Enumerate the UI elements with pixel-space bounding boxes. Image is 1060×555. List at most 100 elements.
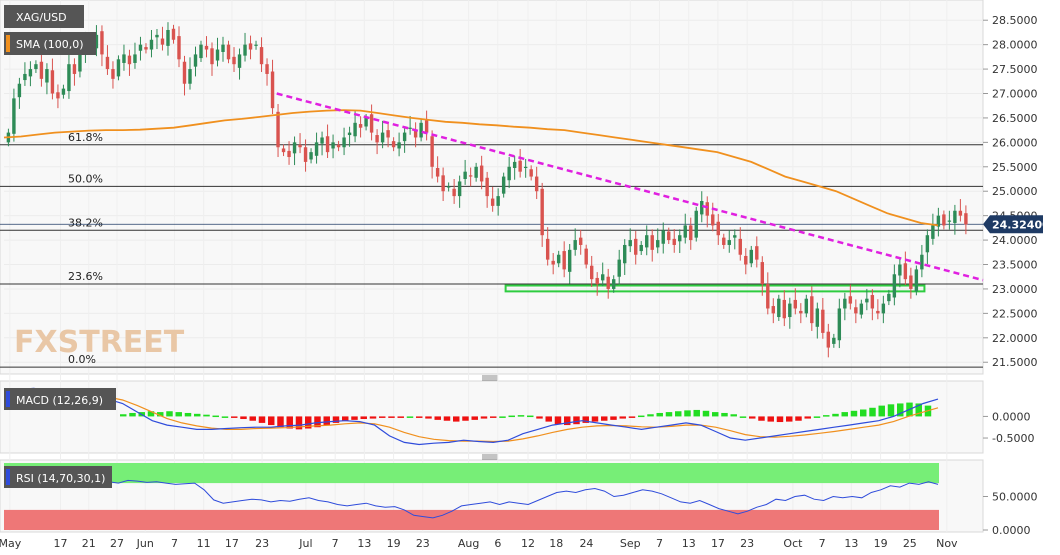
candle-body <box>881 303 886 314</box>
price-axis-tick-label: 28.0000 <box>992 39 1038 52</box>
panel-splitter-2[interactable] <box>482 454 498 460</box>
macd-histogram-bar <box>915 403 922 417</box>
candle-body <box>711 214 715 226</box>
macd-histogram-bar <box>379 416 386 418</box>
macd-histogram-bar <box>656 412 663 417</box>
candle-body <box>672 238 676 245</box>
macd-histogram-bar <box>184 412 192 417</box>
macd-histogram-bar <box>351 416 358 420</box>
rsi-label[interactable]: RSI (14,70,30,1) <box>16 472 105 485</box>
macd-histogram-bar <box>305 416 312 429</box>
candle-body <box>276 111 280 148</box>
macd-histogram-bar <box>545 416 552 422</box>
candle-body <box>903 263 908 280</box>
time-axis-tick-label: Sep <box>620 537 641 550</box>
candle-body <box>925 235 930 253</box>
candle-body <box>601 274 605 281</box>
sma-label[interactable]: SMA (100,0) <box>16 38 84 51</box>
time-axis-tick-label: 19 <box>874 537 888 550</box>
candle-body <box>237 54 242 68</box>
macd-histogram-bar <box>480 416 488 419</box>
candle-body <box>347 132 352 136</box>
macd-histogram-bar <box>887 404 895 417</box>
candle-body <box>188 69 192 84</box>
macd-label-bg <box>4 388 116 410</box>
price-axis-tick-label: 23.0000 <box>992 283 1038 296</box>
candle-body <box>45 69 49 83</box>
candle-body <box>826 331 831 348</box>
macd-label[interactable]: MACD (12,26,9) <box>16 394 103 407</box>
macd-histogram-bar <box>536 416 543 419</box>
macd-histogram-bar <box>628 416 636 418</box>
candle-body <box>171 28 176 40</box>
candle-body <box>468 175 473 177</box>
candle-body <box>887 293 891 302</box>
macd-color-swatch <box>6 391 10 407</box>
candle-body <box>667 231 671 241</box>
time-axis-tick-label: 18 <box>549 537 563 550</box>
candle-body <box>67 64 71 92</box>
candle-body <box>127 55 132 65</box>
candle-body <box>111 69 115 79</box>
macd-histogram-bar <box>776 416 784 423</box>
panel-splitter-1[interactable] <box>482 375 498 381</box>
fibonacci-level-label: 61.8% <box>68 131 103 144</box>
macd-histogram-bar <box>434 416 441 420</box>
macd-histogram-bar <box>832 413 839 417</box>
macd-histogram-bar <box>554 416 562 425</box>
macd-histogram-bar <box>388 416 395 418</box>
candle-body <box>375 135 379 143</box>
macd-histogram-bar <box>277 416 284 428</box>
price-axis-tick-label: 21.5000 <box>992 356 1038 369</box>
price-axis-tick-label: 28.5000 <box>992 14 1038 27</box>
candle-body <box>733 235 737 238</box>
macd-histogram-bar <box>758 416 765 421</box>
candle-body <box>12 98 16 134</box>
candle-body <box>810 296 814 324</box>
candle-body <box>551 260 555 265</box>
candle-body <box>463 171 467 180</box>
price-axis-tick-label: 23.5000 <box>992 259 1038 272</box>
candle-body <box>391 141 396 148</box>
candle-body <box>639 244 643 252</box>
macd-histogram-bar <box>897 403 904 417</box>
macd-axis-tick-label: -0.5000 <box>992 432 1034 445</box>
candle-body <box>848 296 853 304</box>
price-panel <box>0 0 984 375</box>
macd-histogram-bar <box>841 412 848 417</box>
candle-body <box>248 43 253 50</box>
candle-body <box>56 92 60 99</box>
candle-body <box>837 308 842 341</box>
symbol-label[interactable]: XAG/USD <box>16 11 67 24</box>
symbol-label-bg <box>4 5 84 28</box>
candle-body <box>402 132 407 142</box>
candle-body <box>898 264 902 276</box>
candle-body <box>452 188 456 197</box>
macd-histogram-bar <box>850 410 858 417</box>
macd-histogram-bar <box>286 416 293 429</box>
candle-body <box>931 225 935 239</box>
sma-label-bg <box>4 32 96 55</box>
candle-body <box>50 70 55 94</box>
current-price-value: 24.32400 <box>992 218 1050 231</box>
support-zone-box <box>504 284 926 293</box>
candle-body <box>166 29 170 46</box>
candle-body <box>386 130 390 138</box>
macd-histogram-bar <box>786 416 793 422</box>
time-axis-tick-label: Aug <box>458 537 479 550</box>
candle-body <box>331 142 335 149</box>
candle-body <box>490 198 495 206</box>
candle-body <box>612 279 616 289</box>
price-axis-tick-label: 24.0000 <box>992 234 1038 247</box>
macd-histogram-bar <box>601 416 608 421</box>
candle-body <box>265 64 269 74</box>
macd-histogram-bar <box>693 409 700 417</box>
time-axis-tick-label: 25 <box>903 537 917 550</box>
candle-body <box>325 136 330 153</box>
candle-body <box>457 181 462 197</box>
candle-body <box>705 202 709 216</box>
candle-body <box>419 122 423 138</box>
candle-body <box>408 127 412 129</box>
time-axis-tick-label: 17 <box>711 537 725 550</box>
